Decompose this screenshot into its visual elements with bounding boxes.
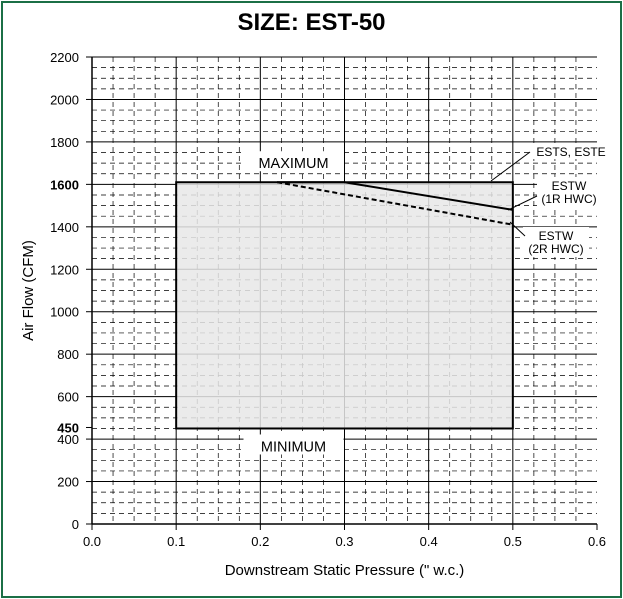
maximum-label: MAXIMUM [258,156,328,172]
y-tick-label-bold: 450 [57,420,79,435]
chart-axes [86,56,598,530]
y-tick-label: 400 [57,432,79,447]
y-tick-label: 600 [57,390,79,405]
x-axis-label: Downstream Static Pressure (" w.c.) [225,562,465,579]
annotation-estw-2r-sub: (2R HWC) [528,242,583,256]
y-axis-label: Air Flow (CFM) [20,240,37,341]
y-tick-label: 1400 [50,220,79,235]
y-tick-label: 1200 [50,262,79,277]
y-tick-label: 2000 [50,92,79,107]
y-tick-label: 1800 [50,135,79,150]
annotation-leader [507,195,538,211]
x-tick-label: 0.0 [83,534,101,549]
series-line-1 [277,181,513,211]
minimum-label: MINIMUM [261,439,326,455]
region-label-bg [243,151,344,172]
x-tick-label: 0.4 [420,534,438,549]
annotation-estw-2r: ESTW [539,229,574,243]
x-tick-label: 0.5 [504,534,522,549]
annotation-leader [490,151,531,182]
annotation-bg [523,227,589,257]
y-tick-label: 0 [72,517,79,532]
annotation-bg [530,143,612,159]
y-tick-label: 200 [57,475,79,490]
annotation-leader [509,221,526,237]
tick-labels: 0.0 0.1 0.2 0.3 0.4 0.5 0.6 0 200 400 600 800 1000 12… [50,50,606,549]
annotation-bg [537,177,603,207]
x-tick-label: 0.2 [251,534,269,549]
y-tick-label: 1000 [50,305,79,320]
x-tick-label: 0.1 [167,534,185,549]
y-tick-label: 800 [57,347,79,362]
chart-curves [276,181,514,226]
region-label-bg [243,434,344,455]
annotation-ests-este: ESTS, ESTE [536,145,605,159]
region-labels: MAXIMUM MINIMUM [243,151,344,455]
x-tick-label: 0.6 [588,534,606,549]
x-tick-label: 0.3 [335,534,353,549]
annotation-estw-1r-sub: (1R HWC) [541,192,596,206]
y-tick-label-bold: 1600 [50,177,79,192]
operating-region [175,181,514,430]
y-tick-label: 2200 [50,50,79,65]
annotation-estw-1r: ESTW [552,179,587,193]
chart-title: SIZE: EST-50 [237,9,386,36]
